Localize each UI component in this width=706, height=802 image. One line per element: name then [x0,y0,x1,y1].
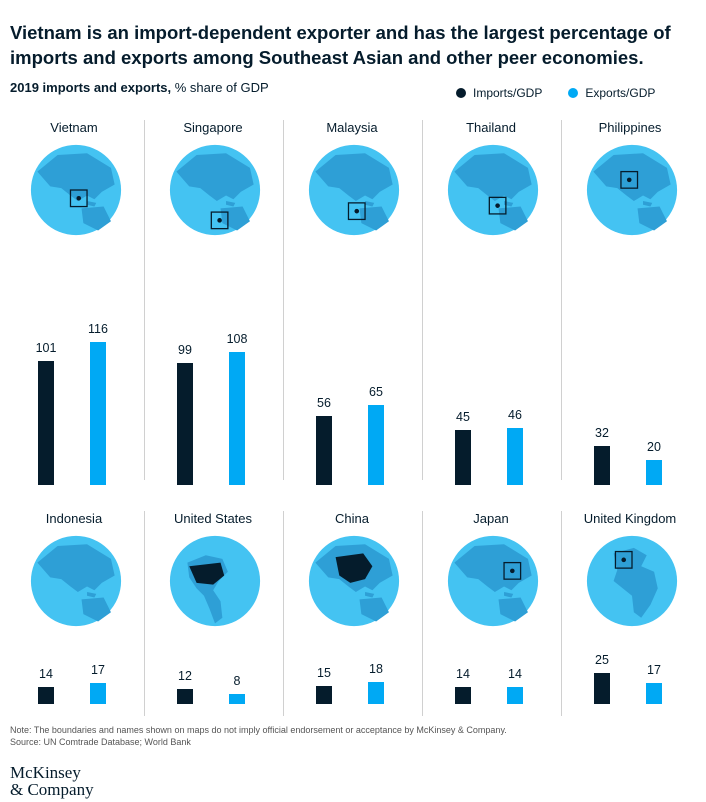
imports-value-label-indonesia: 14 [39,667,53,681]
country-name: Japan [473,511,509,526]
exports-value-label-thailand: 46 [508,408,522,422]
country-name: Philippines [598,120,662,135]
imports-value-label-united-kingdom: 25 [595,653,609,667]
legend: Imports/GDP Exports/GDP [456,86,655,100]
exports-value-label-singapore: 108 [226,332,248,346]
imports-bar-united-kingdom [594,673,610,704]
country-name: United States [173,511,253,526]
exports-bar-united-states [229,694,245,704]
footnote: Note: The boundaries and names shown on … [10,724,700,748]
globe-asia-icon [30,144,122,236]
imports-bar-united-states [177,689,193,704]
globe-asia-icon [447,535,539,627]
globe-asia-icon [447,144,539,236]
panel-divider [143,511,145,716]
panel-divider [560,120,562,480]
country-name: Malaysia [326,120,378,135]
imports-bar-vietnam [38,361,54,485]
globe-asia-icon [586,144,678,236]
exports-value-label-indonesia: 17 [91,663,105,677]
imports-value-label-vietnam: 101 [35,341,57,355]
panel-divider [421,511,423,716]
footnote-note: Note: The boundaries and names shown on … [10,725,507,735]
globe-asia-icon [169,144,261,236]
imports-value-label-malaysia: 56 [317,396,331,410]
chart-subtitle: 2019 imports and exports, % share of GDP [10,80,269,95]
legend-item-exports: Exports/GDP [568,86,655,100]
globe-asia-icon [30,535,122,627]
chart-headline: Vietnam is an import-dependent exporter … [10,22,671,68]
legend-swatch-exports [568,88,579,98]
subtitle-bold: 2019 imports and exports, [10,80,172,95]
globe-asia-icon [308,144,400,236]
exports-value-label-united-kingdom: 17 [647,663,661,677]
imports-bar-indonesia [38,687,54,704]
logo-line-1: McKinsey [10,763,81,782]
country-name: Vietnam [50,120,98,135]
exports-value-label-china: 18 [369,662,383,676]
legend-label-exports: Exports/GDP [585,86,656,100]
exports-bar-indonesia [90,683,106,704]
exports-value-label-malaysia: 65 [369,385,383,399]
panel-divider [282,511,284,716]
panel-divider [282,120,284,480]
imports-bar-singapore [177,363,193,485]
country-name: Singapore [183,120,243,135]
globe-europe-icon [586,535,678,627]
exports-value-label-japan: 14 [508,667,522,681]
exports-bar-philippines [646,460,662,485]
legend-label-imports: Imports/GDP [473,86,543,100]
exports-bar-china [368,682,384,704]
country-name: Thailand [466,120,516,135]
imports-value-label-united-states: 12 [178,669,192,683]
imports-bar-thailand [455,430,471,485]
subtitle-unit: % share of GDP [171,80,269,95]
mckinsey-logo: McKinsey & Company [10,764,94,798]
exports-bar-thailand [507,428,523,485]
logo-line-2: & Company [10,780,94,799]
footnote-source: Source: UN Comtrade Database; World Bank [10,737,191,747]
country-name: Indonesia [45,511,103,526]
legend-swatch-imports [456,88,466,98]
imports-value-label-japan: 14 [456,667,470,681]
imports-bar-malaysia [316,416,332,485]
imports-value-label-singapore: 99 [178,343,192,357]
imports-value-label-philippines: 32 [595,426,609,440]
country-name: United Kingdom [583,511,677,526]
exports-bar-vietnam [90,342,106,485]
exports-value-label-united-states: 8 [233,674,241,688]
globe-asia-icon [308,535,400,627]
imports-bar-japan [455,687,471,704]
country-name: China [335,511,369,526]
globe-americas-icon [169,535,261,627]
imports-value-label-china: 15 [317,666,331,680]
exports-bar-singapore [229,352,245,485]
panel-divider [560,511,562,716]
imports-bar-china [316,686,332,704]
exports-bar-malaysia [368,405,384,485]
panel-divider [143,120,145,480]
legend-item-imports: Imports/GDP [456,86,542,100]
exports-value-label-vietnam: 116 [88,322,108,336]
imports-value-label-thailand: 45 [456,410,470,424]
exports-value-label-philippines: 20 [647,440,661,454]
panel-divider [421,120,423,480]
exports-bar-united-kingdom [646,683,662,704]
exports-bar-japan [507,687,523,704]
imports-bar-philippines [594,446,610,485]
